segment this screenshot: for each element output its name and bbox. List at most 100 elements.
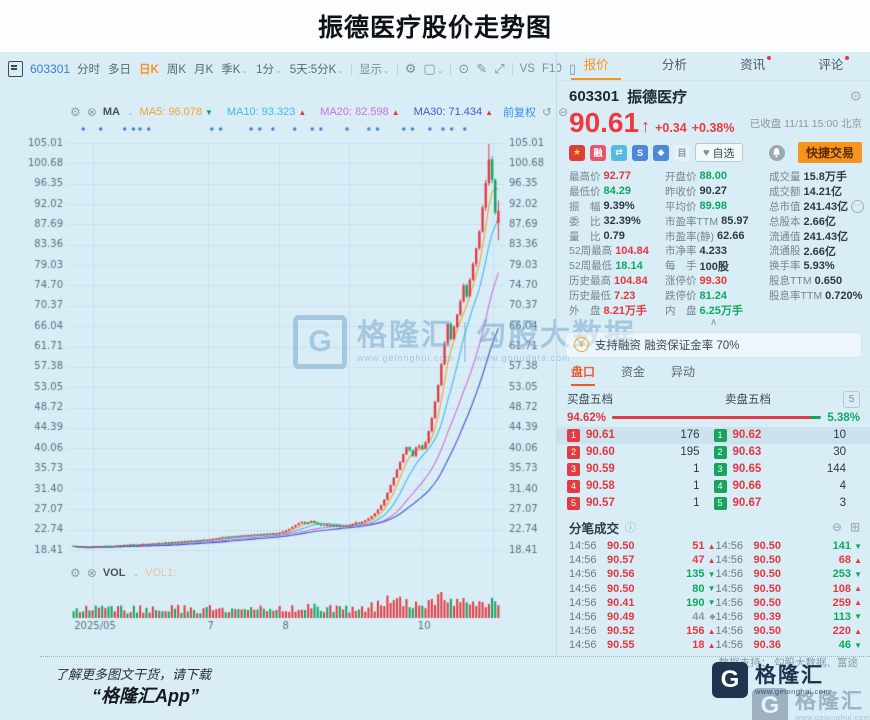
tick-more-icon[interactable]: ⊖ [831,520,842,535]
vol-label[interactable]: VOL [102,567,126,579]
tick-row[interactable]: 14:56 90.49 44 ◆ 14:56 90.39 113 ▼ [557,610,870,624]
period-5天:5分K[interactable]: 5天:5分K⌄ [289,64,345,76]
tick-row[interactable]: 14:56 90.55 18 ▲ 14:56 90.36 46 ▼ [557,638,870,652]
tick-grid-icon[interactable]: ⊞ [849,520,860,535]
tick-price: 90.41 [607,596,635,609]
display-dropdown[interactable]: 显示⌄ [359,64,390,76]
chart-style-dropdown[interactable]: ▢⌄ [423,61,444,76]
quote-cell: 历史最低 7.23 [569,288,665,303]
tick-dir-icon: ▲ [854,584,862,594]
quote-label: 跌停价 [665,290,697,303]
orderbook-row[interactable]: 1 90.61 176 1 90.62 10 [557,426,870,444]
tick-time: 14:56 [715,582,744,595]
subtab-异动[interactable]: 异动 [671,364,696,379]
buy-level-badge: 5 [567,496,580,510]
undo-icon[interactable]: ↺ [542,105,553,119]
period-分时[interactable]: 分时 [77,64,101,76]
header-settings-icon[interactable]: ⚙ [849,88,862,104]
tab-报价[interactable]: 报价 [557,52,635,80]
buy-price: 90.57 [586,497,615,510]
ma-settings-icon[interactable]: ⚙ [70,105,81,119]
draw-icon[interactable]: ✎ [476,61,488,76]
sell-qty: 3 [839,497,846,510]
subtab-盘口[interactable]: 盘口 [571,360,596,386]
quote-label: 最低价 [569,185,601,198]
quote-value: 241.43亿 [803,201,849,214]
subtab-资金[interactable]: 资金 [621,364,646,379]
fullscreen-icon[interactable]: ⤢ [494,61,505,76]
ma-label[interactable]: MA [102,106,120,118]
chart-toolbar: 603301 分时 多日 日K 周K 月K 季K⌄ 1分⌄ 5天:5分K⌄ 显示⌄ ⚙ ▢⌄ … [8,56,576,82]
period-季K[interactable]: 季K⌄ [221,64,249,76]
orderbook-row[interactable]: 2 90.60 195 2 90.63 30 [557,444,870,461]
sell-price: 90.65 [732,463,762,476]
tab-评论[interactable]: 评论 [792,52,870,80]
sell-qty: 10 [833,429,846,442]
tick-row[interactable]: 14:56 90.57 47 ▲ 14:56 90.50 68 ▲ [557,553,870,567]
tick-row[interactable]: 14:56 90.56 135 ▼ 14:56 90.50 253 ▼ [557,567,870,581]
tick-row[interactable]: 14:56 90.50 51 ▲ 14:56 90.50 141 ▼ [557,539,870,553]
page-title: 振德医疗股价走势图 [317,14,552,42]
period-月K[interactable]: 月K [194,64,214,76]
quote-value: 104.84 [614,274,648,287]
title-bar: 振德医疗股价走势图 [0,0,870,52]
caret-icon: ⌄ [274,66,282,75]
vol-close-icon[interactable]: ⊗ [86,566,97,580]
data-support: 数据支持： 勾股大数据、富途 [718,657,858,670]
adjust-mode-button[interactable]: 前复权 [503,107,537,119]
more-icon[interactable]: ⋯ [851,199,864,213]
tick-qty: 44 [692,610,705,623]
period-1分[interactable]: 1分⌄ [256,64,282,76]
tick-row[interactable]: 14:56 90.52 156 ▲ 14:56 90.50 220 ▲ [557,624,870,638]
orderbook-row[interactable]: 3 90.59 1 3 90.65 144 [557,461,870,478]
vol-caret-icon[interactable]: ⌄ [132,568,140,578]
orderbook-row[interactable]: 4 90.58 1 4 90.66 4 [557,478,870,495]
vol-legend: ⚙ ⊗ VOL ⌄ VOL1: [70,566,176,580]
quote-value: 6.25万手 [699,305,743,318]
kline-chart[interactable] [26,124,548,640]
quick-trade-button[interactable]: 快捷交易 [797,142,862,163]
caret-icon: ⌄ [241,66,249,75]
tick-row[interactable]: 14:56 90.41 190 ▼ 14:56 90.50 259 ▲ [557,596,870,610]
quote-label: 外 盘 [569,304,601,317]
info-icon[interactable]: ⓘ [625,522,637,535]
period-日K[interactable]: 日K [139,64,159,76]
camera-icon[interactable]: ⊙ [458,61,470,76]
ma-entry-name: MA5: [139,106,166,118]
watchlist-button[interactable]: ♥ 自选 [695,143,743,162]
tag-icon: ◆ [653,144,669,161]
quote-cell: 最高价 92.77 [569,169,665,184]
settings-icon[interactable]: ⚙ [404,61,417,76]
quote-cell: 52周最高 104.84 [569,243,665,258]
vs-button[interactable]: VS [519,63,535,75]
collapse-chevron-icon[interactable]: ∧ [709,316,718,328]
panel-toggle-icon[interactable]: ▯ [568,61,576,76]
depth-levels-button[interactable]: 5 [843,390,860,408]
tab-资讯[interactable]: 资讯 [714,52,792,80]
tick-qty: 51 [692,540,705,552]
tick-row[interactable]: 14:56 90.50 80 ▼ 14:56 90.50 108 ▲ [557,581,870,595]
orderbook-row[interactable]: 5 90.57 1 5 90.67 3 [557,495,870,512]
margin-banner[interactable]: ¥ 支持融资 融资保证金率 70% [565,331,862,358]
quote-panel: 报价 分析 资讯 评论 603301 振德医疗 ⚙ 90.61 ↑ +0.34 +0.… [557,52,870,669]
buy-qty: 176 [680,429,700,442]
sell-price: 90.67 [732,497,762,510]
quote-cell: 振 幅 9.39% [569,199,665,214]
period-周K[interactable]: 周K [166,64,187,76]
quote-label: 52周最高 [569,245,613,258]
zoom-out-icon[interactable]: ⊖ [558,105,569,119]
stock-code-link[interactable]: 603301 [30,62,71,76]
tick-qty: 18 [692,639,705,652]
tick-title: 分笔成交 [569,521,620,536]
ma-close-icon[interactable]: ⊗ [86,105,97,119]
vol-settings-icon[interactable]: ⚙ [70,566,81,580]
tab-分析[interactable]: 分析 [661,58,687,72]
ma-caret-icon[interactable]: ⌄ [126,107,134,117]
alert-bell-button[interactable] [768,144,785,161]
stock-list-icon[interactable] [8,61,23,77]
tick-entry: 14:56 90.57 47 ▲ [569,554,716,566]
period-多日[interactable]: 多日 [108,64,132,76]
quote-label: 换手率 [769,260,801,273]
buy-depth-title: 买盘五档 [567,394,613,407]
